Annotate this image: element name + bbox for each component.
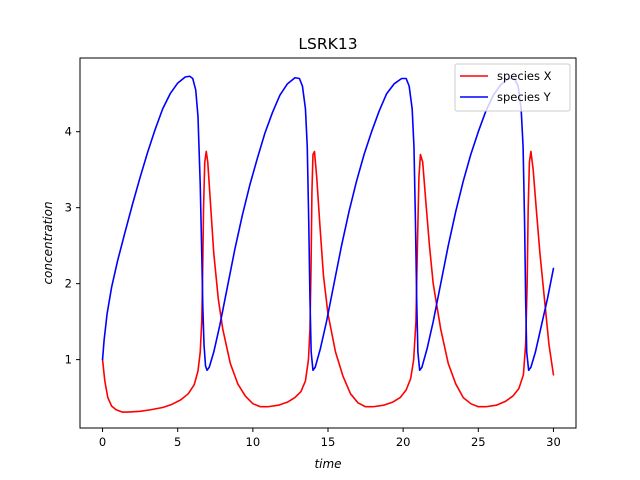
x-tick-label: 10 xyxy=(246,435,261,449)
x-tick-label: 15 xyxy=(321,435,336,449)
legend-label-0: species X xyxy=(497,69,552,83)
x-tick-label: 0 xyxy=(99,435,106,449)
x-axis-label: time xyxy=(314,457,341,471)
chart-title: LSRK13 xyxy=(298,35,357,53)
x-tick-label: 25 xyxy=(471,435,486,449)
y-tick-label: 4 xyxy=(65,125,72,139)
x-axis: 0 5 10 15 20 25 30 xyxy=(99,428,561,449)
x-tick-label: 30 xyxy=(546,435,561,449)
series-line-1 xyxy=(101,75,555,372)
x-tick-label: 20 xyxy=(396,435,411,449)
legend: species X species Y xyxy=(454,63,571,112)
y-tick-label: 1 xyxy=(65,353,72,367)
y-axis-label: concentration xyxy=(41,201,55,284)
x-tick-label: 5 xyxy=(174,435,181,449)
plot-frame xyxy=(79,57,577,429)
y-axis: 1 2 3 4 xyxy=(65,125,80,367)
legend-label-1: species Y xyxy=(497,90,552,104)
y-tick-label: 2 xyxy=(65,277,72,291)
series-layer xyxy=(101,75,555,413)
series-line-0 xyxy=(101,150,555,413)
y-tick-label: 3 xyxy=(65,201,72,215)
